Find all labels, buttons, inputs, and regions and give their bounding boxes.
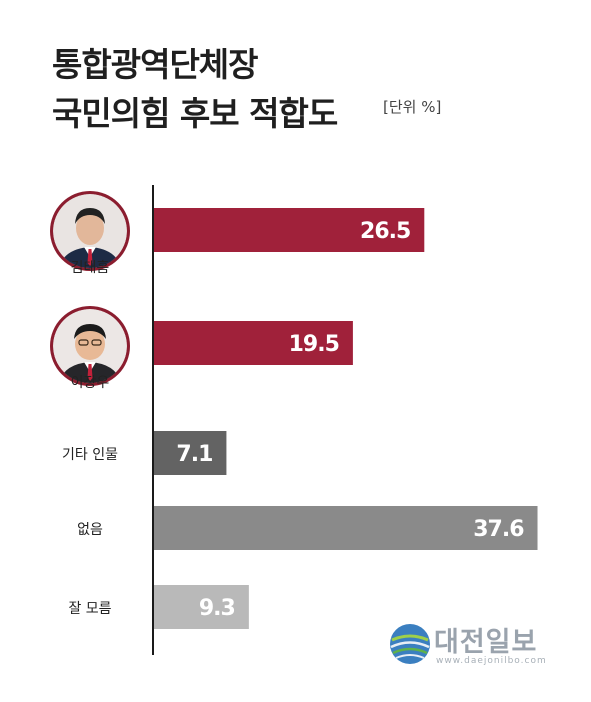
daejonilbo-logo: 대전일보 www.daejonilbo.com	[388, 620, 568, 670]
bar-value-label-4: 9.3	[199, 596, 235, 621]
logo-name: 대전일보	[434, 627, 538, 658]
bar-value-label-1: 19.5	[289, 332, 339, 357]
globe-icon	[390, 624, 430, 664]
unit-label: [단위 %]	[383, 98, 442, 116]
bar-value-label-2: 7.1	[176, 442, 212, 467]
bar-value-label-0: 26.5	[360, 219, 410, 244]
category-label-4: 잘 모름	[68, 601, 112, 617]
bar-value-label-3: 37.6	[473, 517, 524, 542]
category-label-2: 기타 인물	[62, 447, 118, 463]
bar-4	[154, 585, 249, 629]
category-label-3: 없음	[77, 522, 103, 538]
bar-0	[154, 208, 425, 252]
logo-url: www.daejonilbo.com	[436, 656, 547, 666]
person-avatar-icon	[50, 191, 130, 271]
category-label-0: 김태흠	[70, 260, 110, 276]
candidate-photo-leejangwoo	[50, 306, 130, 390]
category-label-1: 이장우	[70, 375, 110, 391]
bar-2	[154, 431, 227, 475]
bar-3	[154, 506, 538, 550]
chart-title-line-2: 국민의힘 후보 적합도	[52, 94, 338, 133]
person-avatar-icon	[50, 306, 130, 386]
chart-title-line-1: 통합광역단체장	[52, 45, 259, 84]
bar-1	[154, 321, 353, 365]
candidate-photo-kimtaeheum	[50, 191, 130, 275]
